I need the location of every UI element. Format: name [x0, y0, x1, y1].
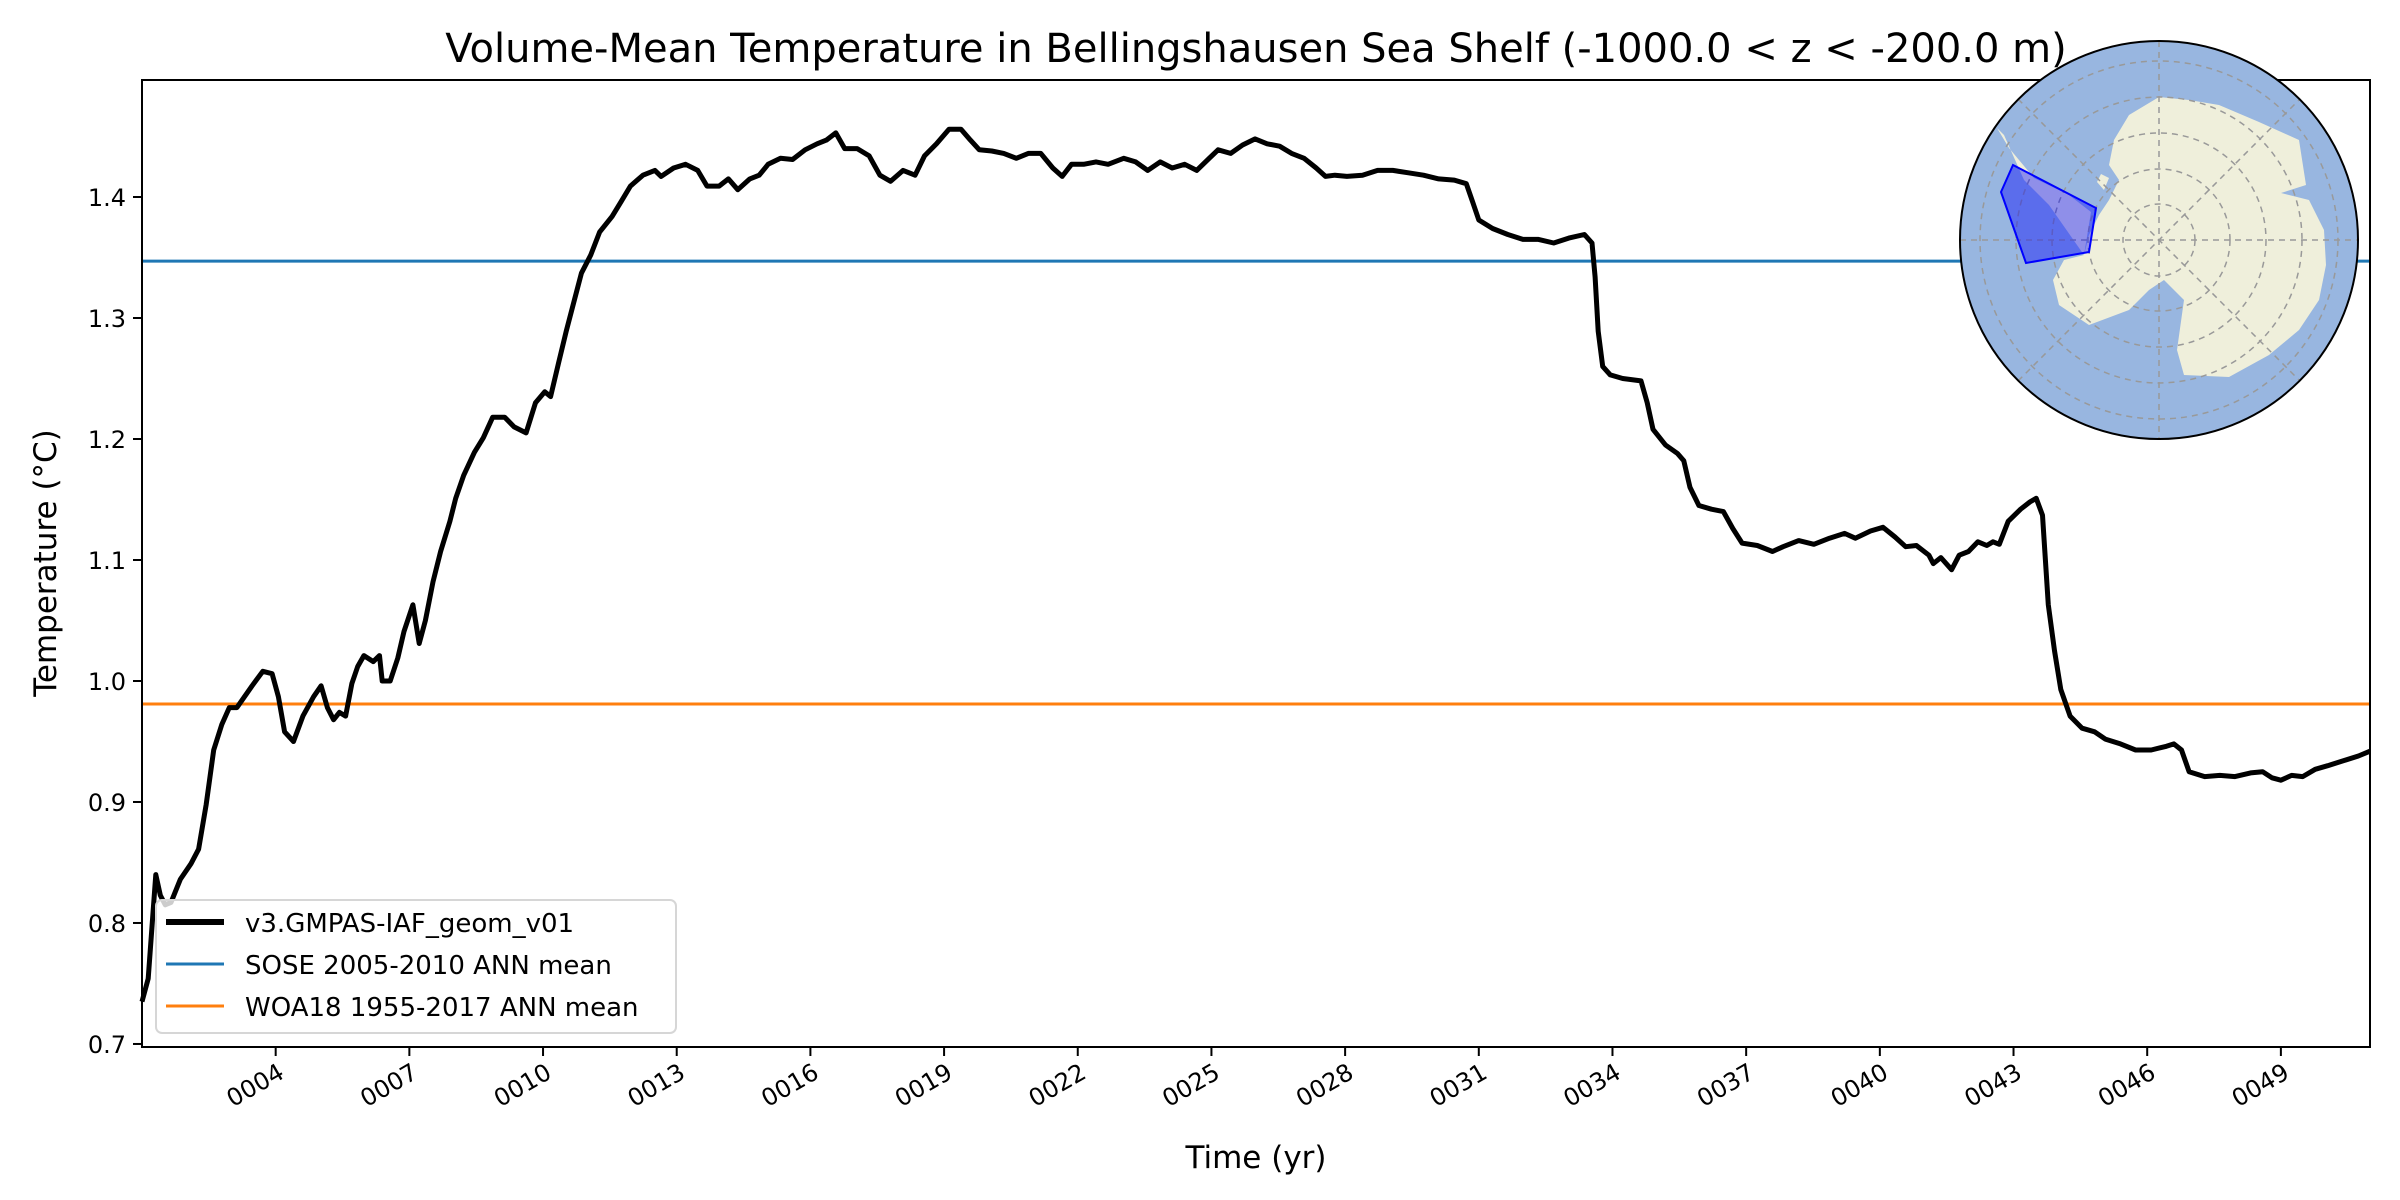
y-axis-label: Temperature (°C) — [28, 429, 64, 698]
model-temperature-line — [139, 126, 2371, 1003]
y-tick-label: 1.3 — [88, 305, 126, 333]
x-axis-label: Time (yr) — [1185, 1140, 1327, 1176]
map-gridlines — [1960, 41, 2358, 439]
y-tick-label: 1.2 — [88, 426, 126, 454]
y-tick-label: 0.8 — [88, 910, 126, 938]
legend-label-sose: SOSE 2005-2010 ANN mean — [245, 951, 612, 981]
legend-box — [155, 899, 677, 1034]
legend: v3.GMPAS-IAF_geom_v01 SOSE 2005-2010 ANN… — [155, 899, 677, 1034]
y-axis: 0.7 0.8 0.9 1.0 1.1 1.2 1.3 1.4 — [88, 184, 142, 1059]
y-tick-label: 0.7 — [88, 1031, 126, 1059]
y-tick-label: 0.9 — [88, 789, 126, 817]
y-tick-label: 1.0 — [88, 668, 126, 696]
inset-map-antarctica — [1959, 40, 2359, 440]
legend-label-model: v3.GMPAS-IAF_geom_v01 — [245, 909, 574, 939]
map-bellingshausen-region — [1999, 163, 2098, 265]
chart-title: Volume-Mean Temperature in Bellingshause… — [445, 26, 2066, 72]
legend-label-woa18: WOA18 1955-2017 ANN mean — [245, 993, 639, 1023]
map-border — [1959, 40, 2359, 440]
y-tick-label: 1.1 — [88, 547, 126, 575]
axes-frame — [141, 79, 2371, 1048]
y-tick-label: 1.4 — [88, 184, 126, 212]
